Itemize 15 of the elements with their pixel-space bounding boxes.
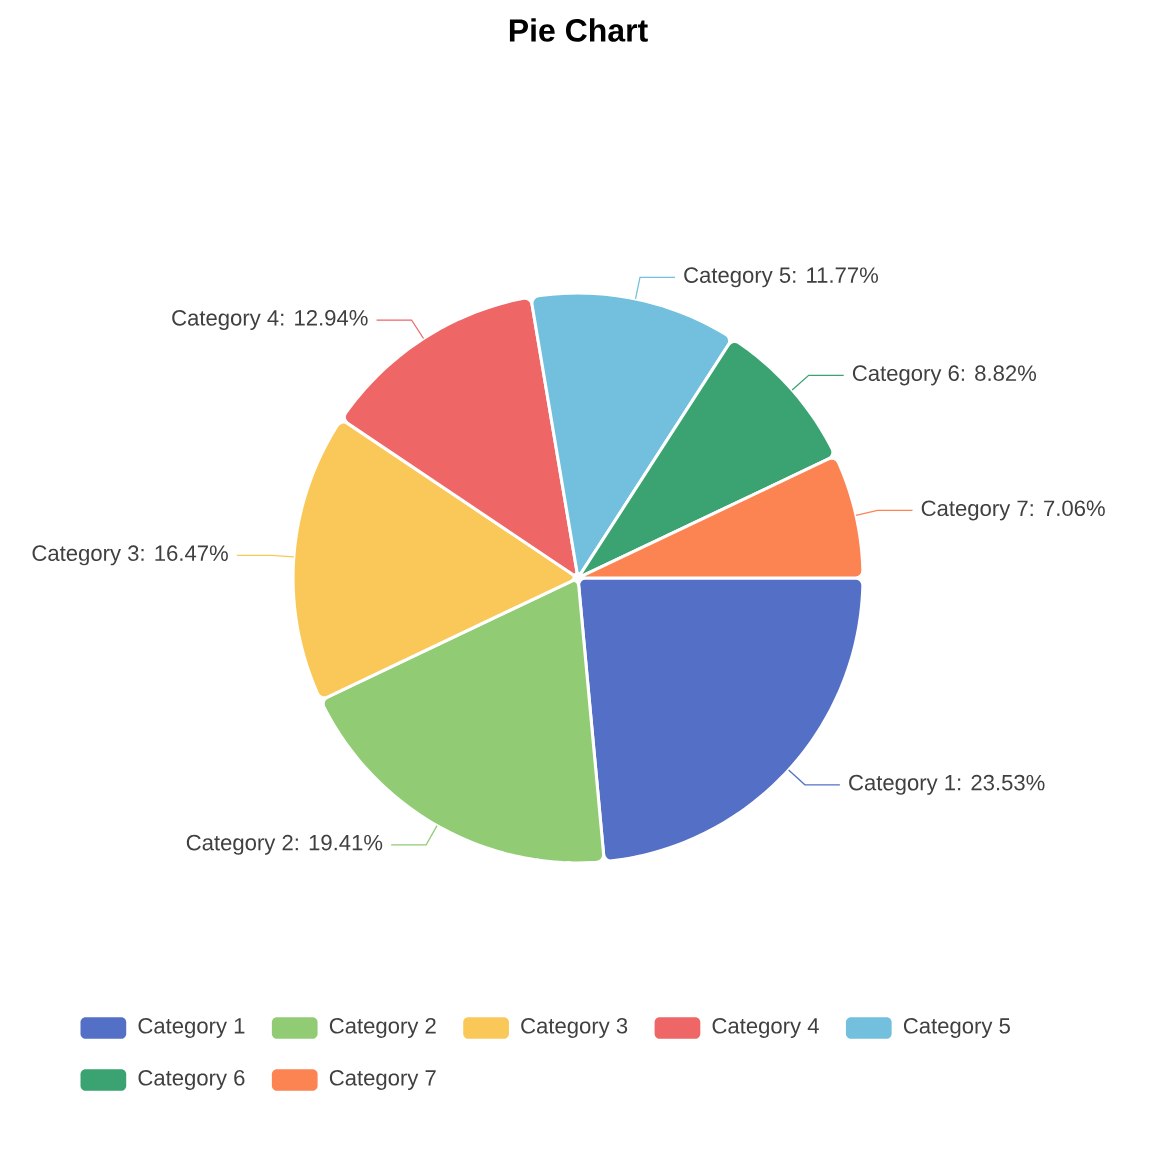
legend-label: Category 6	[138, 1069, 245, 1090]
data-label: Category 1: 23.53%	[849, 774, 1045, 795]
legend-label: Category 2	[329, 1017, 436, 1038]
data-label: Category 5: 11.77%	[684, 267, 879, 288]
legend-label: Category 1	[138, 1017, 245, 1038]
data-label: Category 3: 16.47%	[32, 545, 228, 566]
data-label: Category 2: 19.41%	[186, 834, 383, 855]
data-label: Category 4: 12.94%	[172, 310, 368, 331]
legend-label: Category 5	[903, 1017, 1010, 1038]
chart-title: Pie Chart	[509, 18, 648, 42]
data-label: Category 6: 8.82%	[852, 365, 1037, 386]
data-label: Category 7: 7.06%	[921, 500, 1105, 521]
legend-label: Category 4	[712, 1017, 819, 1038]
legend-label: Category 7	[329, 1069, 436, 1090]
legend-label: Category 3	[521, 1017, 628, 1038]
